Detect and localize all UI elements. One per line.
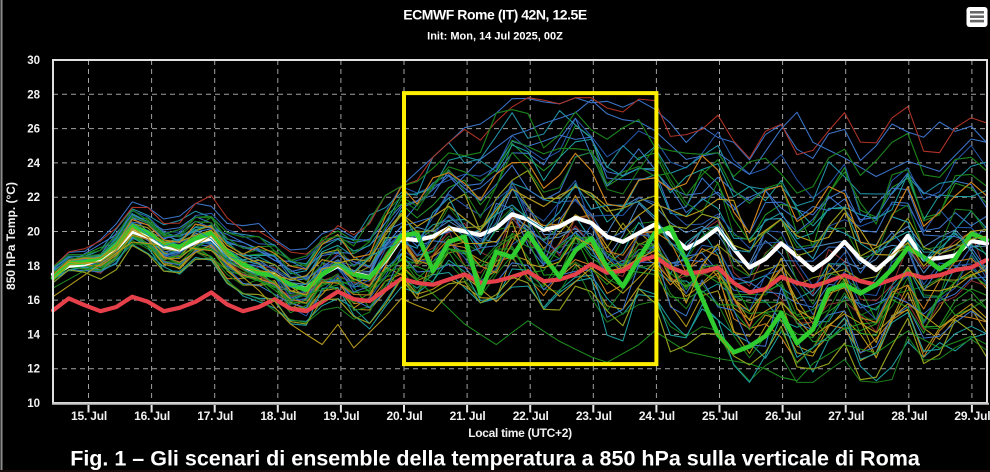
- svg-text:26: 26: [27, 124, 40, 136]
- svg-text:21. Jul: 21. Jul: [450, 409, 486, 423]
- svg-text:850 hPa Temp. (°C): 850 hPa Temp. (°C): [4, 182, 18, 290]
- svg-text:24. Jul: 24. Jul: [639, 409, 675, 423]
- svg-text:24: 24: [27, 158, 40, 170]
- svg-text:12: 12: [27, 364, 40, 376]
- svg-text:25. Jul: 25. Jul: [702, 409, 738, 423]
- svg-text:26. Jul: 26. Jul: [765, 409, 801, 423]
- svg-text:14: 14: [27, 329, 40, 341]
- svg-text:28: 28: [27, 89, 40, 101]
- svg-text:22: 22: [27, 192, 40, 204]
- svg-text:18: 18: [27, 261, 40, 273]
- svg-text:28. Jul: 28. Jul: [891, 409, 927, 423]
- svg-text:Init: Mon, 14 Jul 2025, 00Z: Init: Mon, 14 Jul 2025, 00Z: [427, 31, 563, 43]
- svg-text:ECMWF Rome (IT) 42N, 12.5E: ECMWF Rome (IT) 42N, 12.5E: [403, 7, 587, 23]
- svg-text:30: 30: [27, 55, 40, 67]
- svg-text:20. Jul: 20. Jul: [387, 409, 423, 423]
- svg-text:17. Jul: 17. Jul: [197, 409, 233, 423]
- svg-text:10: 10: [27, 398, 40, 410]
- svg-text:23. Jul: 23. Jul: [576, 409, 612, 423]
- svg-text:Local time (UTC+2): Local time (UTC+2): [468, 426, 572, 440]
- svg-text:16: 16: [27, 295, 40, 307]
- svg-text:19. Jul: 19. Jul: [323, 409, 359, 423]
- svg-text:20: 20: [27, 227, 40, 239]
- svg-text:Fig. 1 – Gli scenari di ensemb: Fig. 1 – Gli scenari di ensemble della t…: [70, 447, 921, 471]
- svg-text:27. Jul: 27. Jul: [828, 409, 864, 423]
- svg-text:15. Jul: 15. Jul: [71, 409, 107, 423]
- svg-text:29. Jul: 29. Jul: [954, 409, 990, 423]
- svg-text:18. Jul: 18. Jul: [260, 409, 296, 423]
- svg-text:16. Jul: 16. Jul: [134, 409, 170, 423]
- svg-text:22. Jul: 22. Jul: [513, 409, 549, 423]
